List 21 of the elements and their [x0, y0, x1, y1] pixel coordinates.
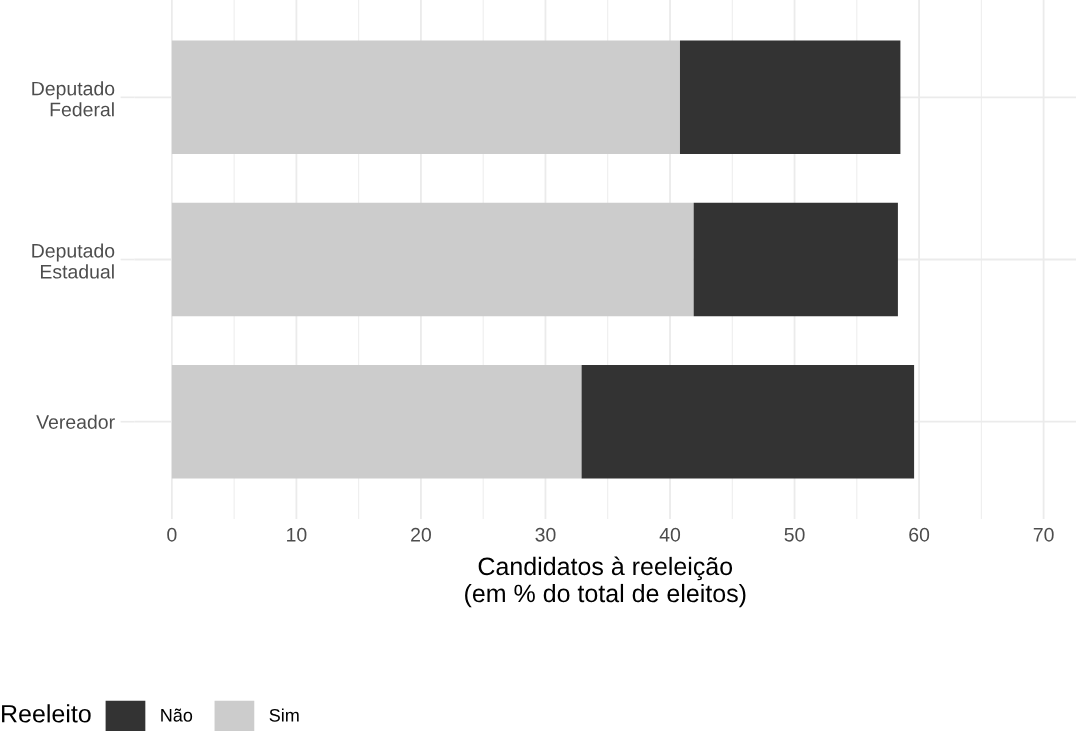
y-tick-label: Vereador: [36, 414, 115, 429]
x-tick-label: 60: [909, 527, 930, 542]
bar: [171, 40, 680, 155]
legend-title: Reeleito: [2, 704, 91, 723]
legend-label: Não: [161, 708, 193, 722]
bar: [171, 202, 694, 317]
x-tick-label: 20: [411, 527, 431, 542]
bar: [171, 364, 582, 479]
x-tick-label: 40: [659, 527, 681, 542]
x-tick-label: 50: [784, 527, 805, 542]
x-tick-label: 0: [167, 527, 177, 542]
bar: [581, 364, 915, 479]
y-tick-label: Deputado Estadual: [32, 243, 115, 279]
x-tick-label: 10: [287, 527, 307, 542]
bar: [693, 202, 898, 317]
x-axis-title: Candidatos à reeleição (em % do total de eleitos): [465, 556, 746, 608]
legend-label: Sim: [269, 708, 299, 722]
x-tick-label: 30: [535, 527, 556, 542]
bar: [679, 40, 901, 155]
x-tick-label: 70: [1033, 527, 1054, 542]
y-tick-label: Deputado Federal: [32, 81, 115, 117]
